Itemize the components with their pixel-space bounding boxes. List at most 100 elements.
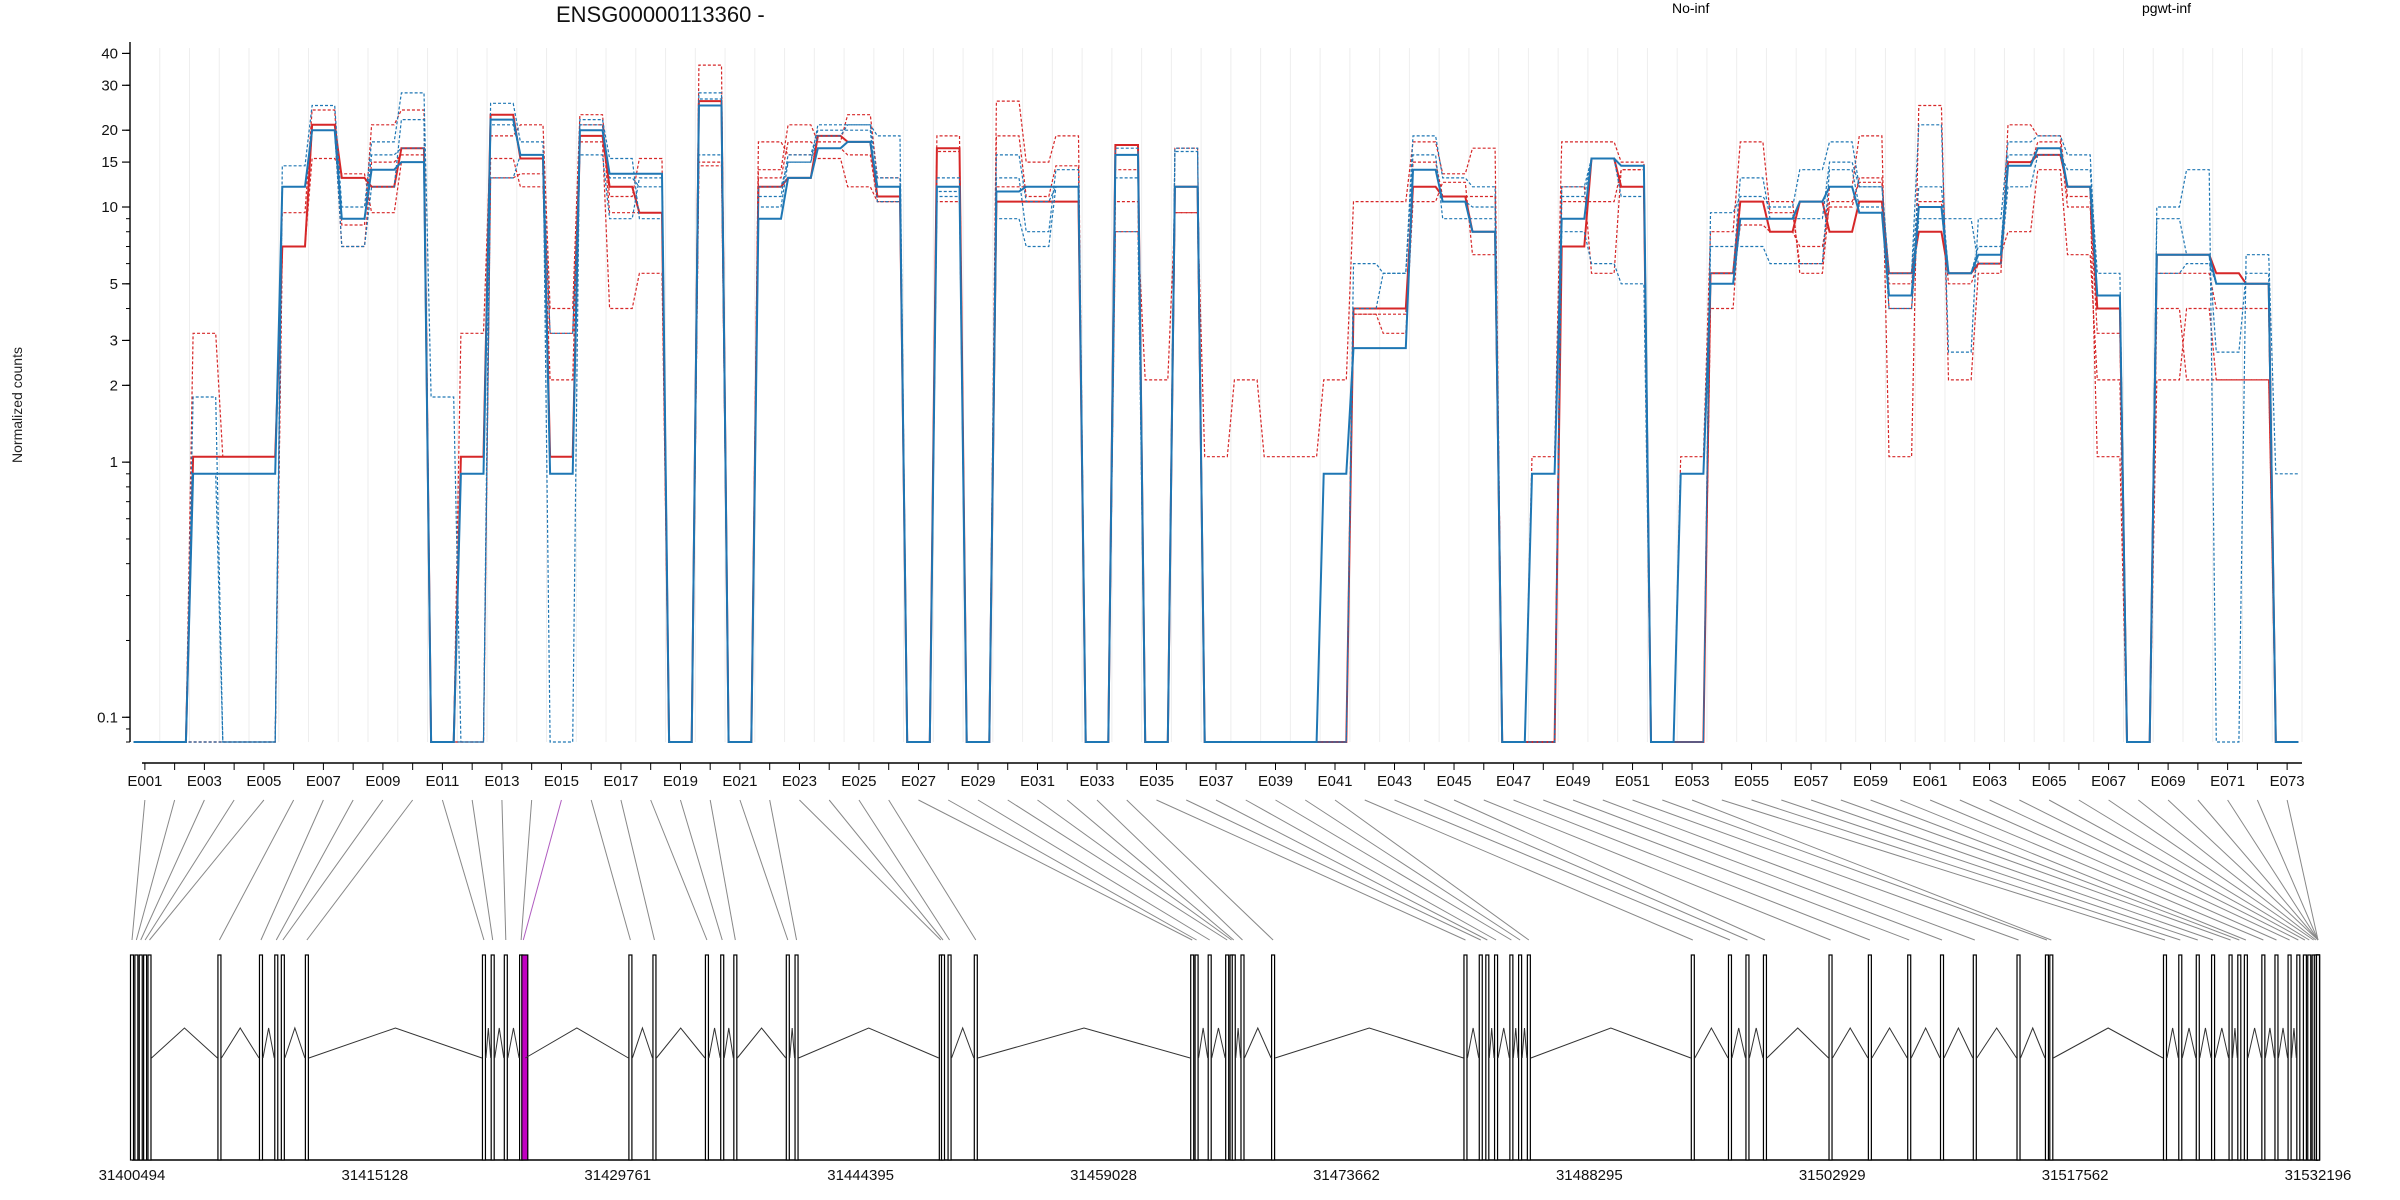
intron-line (1488, 1027, 1495, 1059)
x-tick-label: E001 (127, 773, 162, 790)
exon-connector (650, 799, 708, 941)
intron-line (2247, 1027, 2262, 1059)
exon-block (2195, 954, 2200, 1161)
exon-block (503, 954, 508, 1161)
intron-line (1211, 1027, 1226, 1059)
exon-block (1270, 954, 1276, 1161)
exon-block (1225, 954, 1230, 1161)
x-tick-label: E003 (187, 773, 222, 790)
series-line-pgwt-inf-7 (133, 98, 2299, 743)
exon-connector (1424, 799, 1748, 941)
exon-block (134, 954, 139, 1161)
x-tick-label: E021 (722, 773, 757, 790)
exon-connector (2138, 799, 2317, 941)
y-tick-label: 1 (110, 454, 118, 471)
genomic-tick-label: 31473662 (1313, 1167, 1380, 1184)
x-tick-label: E009 (365, 773, 400, 790)
exon-connector (306, 799, 414, 941)
exon-connector (1781, 799, 2198, 941)
x-tick-label: E047 (1496, 773, 1531, 790)
exon-block (1518, 954, 1523, 1161)
y-tick-label: 10 (101, 199, 118, 216)
intron-line (2214, 1027, 2230, 1059)
exon-connector (1215, 799, 1488, 941)
x-tick-label: E069 (2151, 773, 2186, 790)
y-axis-label-svg: Normalized counts (9, 347, 25, 463)
exon-connector (1900, 799, 2247, 941)
y-tick-label: 15 (101, 154, 118, 171)
intron-line (2053, 1027, 2164, 1059)
series-line-pgwt-inf-6 (133, 118, 2299, 743)
exon-block (129, 954, 135, 1161)
exon-connector (1275, 799, 1512, 941)
exon-block (1907, 954, 1912, 1161)
exon-connector (140, 799, 205, 941)
exon-block (143, 954, 148, 1161)
x-tick-label: E005 (246, 773, 281, 790)
exon-block (490, 954, 495, 1161)
exon-block (2315, 954, 2321, 1161)
x-tick-label: E011 (425, 773, 459, 790)
genomic-tick-label: 31502929 (1799, 1167, 1866, 1184)
x-tick-label: E037 (1198, 773, 1233, 790)
genomic-tick-label: 31400494 (99, 1167, 166, 1184)
exon-connector (1483, 799, 1831, 941)
intron-line (507, 1027, 520, 1059)
genomic-tick-label: 31532196 (2285, 1167, 2352, 1184)
x-tick-label: E055 (1734, 773, 1769, 790)
exon-block (2237, 954, 2242, 1161)
intron-line (736, 1027, 787, 1059)
exon-block (1727, 954, 1733, 1161)
exon-block (2296, 954, 2301, 1161)
exon-block (147, 954, 152, 1161)
y-tick-label: 20 (101, 122, 118, 139)
exon-connector (260, 799, 324, 941)
exon-connector (471, 799, 494, 941)
gene-model: 31400494 31415128 31429761 31444395 31459028… (99, 799, 2352, 1184)
x-tick-label: E067 (2091, 773, 2126, 790)
exon-connector (1929, 799, 2264, 941)
exon-connector (858, 799, 950, 941)
exon-connector (1186, 799, 1481, 941)
exon-connector (1543, 799, 1910, 941)
exon-connector (1066, 799, 1235, 941)
intron-line (708, 1027, 721, 1059)
exon-block (1526, 954, 1531, 1161)
intron-line (2264, 1027, 2275, 1059)
series-line-pgwt-inf-5 (133, 92, 2299, 743)
exon-connector (1394, 799, 1731, 941)
x-tick-label: E059 (1853, 773, 1888, 790)
exon-block (258, 954, 264, 1161)
intron-line (1512, 1027, 1519, 1059)
exon-block (1231, 954, 1236, 1161)
exon-connector (828, 799, 944, 941)
x-tick-label: E017 (603, 773, 638, 790)
intron-line (951, 1026, 975, 1059)
exon-connector (2227, 799, 2319, 941)
series-line-no-inf-1 (133, 64, 2299, 743)
intron-line (723, 1027, 734, 1059)
intron-line (284, 1026, 306, 1059)
exon-connector (590, 799, 631, 941)
intron-line (2199, 1027, 2212, 1059)
exon-block (1690, 954, 1695, 1161)
exon-connector (977, 799, 1210, 941)
exon-connector (144, 799, 235, 941)
exon-connector (282, 799, 384, 941)
intron-line (1244, 1026, 1272, 1059)
intron-line (631, 1026, 653, 1059)
exon-connector (2286, 799, 2319, 941)
genomic-tick-label: 31415128 (342, 1167, 409, 1184)
exon-block (1939, 954, 1945, 1161)
exon-block (280, 954, 285, 1161)
x-tick-label: E051 (1615, 773, 1650, 790)
intron-line (2166, 1027, 2179, 1059)
exon-connector (501, 799, 507, 941)
exon-connector (2197, 799, 2319, 941)
exon-block (628, 954, 633, 1161)
exon-connector (441, 799, 485, 941)
x-tick-label: E053 (1675, 773, 1710, 790)
exon-connector (2167, 799, 2319, 941)
